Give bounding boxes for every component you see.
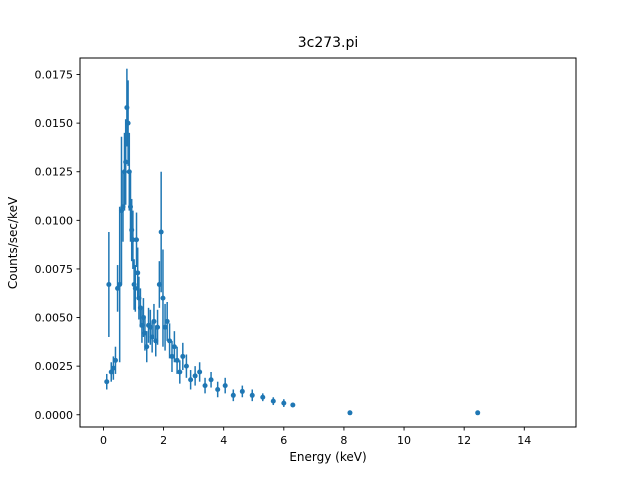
data-point <box>167 338 173 344</box>
x-axis-label: Energy (keV) <box>289 450 366 464</box>
x-tick-label: 4 <box>220 434 227 447</box>
data-point <box>202 383 208 389</box>
data-point <box>208 377 214 383</box>
y-tick-label: 0.0075 <box>35 263 74 276</box>
data-point <box>126 169 132 175</box>
x-tick-label: 12 <box>457 434 471 447</box>
data-point <box>149 334 155 340</box>
data-point <box>155 324 161 330</box>
data-point <box>108 369 114 375</box>
data-point <box>249 392 255 398</box>
x-tick-label: 2 <box>160 434 167 447</box>
data-point <box>128 204 134 210</box>
data-point <box>129 227 135 233</box>
x-tick-label: 8 <box>340 434 347 447</box>
data-point <box>131 281 137 287</box>
data-point <box>121 169 127 175</box>
data-point <box>158 229 164 235</box>
data-point <box>160 295 166 301</box>
data-point <box>475 410 481 416</box>
data-point <box>144 344 150 350</box>
data-point <box>174 357 180 363</box>
data-point <box>104 379 110 385</box>
data-point <box>270 398 276 404</box>
data-point <box>132 285 138 291</box>
data-point <box>260 394 266 400</box>
y-tick-label: 0.0050 <box>35 312 74 325</box>
data-point <box>130 237 136 243</box>
data-point <box>134 237 140 243</box>
data-point <box>180 353 186 359</box>
axes-background <box>80 58 576 427</box>
data-point <box>192 373 198 379</box>
data-point <box>137 305 143 311</box>
data-point <box>171 344 177 350</box>
data-point <box>290 402 296 408</box>
y-tick-label: 0.0000 <box>35 409 74 422</box>
data-point <box>153 338 159 344</box>
x-tick-label: 6 <box>280 434 287 447</box>
data-point <box>112 357 118 363</box>
data-point <box>183 363 189 369</box>
data-point <box>147 324 153 330</box>
x-tick-label: 14 <box>517 434 531 447</box>
data-point <box>123 159 129 165</box>
data-point <box>222 383 228 389</box>
y-tick-label: 0.0125 <box>35 166 74 179</box>
data-point <box>115 285 121 291</box>
data-point <box>125 120 131 126</box>
data-point <box>117 281 123 287</box>
y-tick-label: 0.0025 <box>35 360 74 373</box>
data-point <box>151 318 157 324</box>
data-point <box>156 281 162 287</box>
data-point <box>142 330 148 336</box>
data-point <box>136 295 142 301</box>
data-point <box>281 400 287 406</box>
axes-frame <box>79 57 577 428</box>
data-point <box>239 388 245 394</box>
data-point <box>140 315 146 321</box>
x-tick-label: 10 <box>397 434 411 447</box>
x-tick-label: 0 <box>100 434 107 447</box>
data-point <box>169 353 175 359</box>
data-point <box>110 365 116 371</box>
y-axis-label: Counts/sec/keV <box>6 196 20 289</box>
data-point <box>124 105 130 111</box>
chart-title: 3c273.pi <box>298 35 359 51</box>
data-point <box>188 377 194 383</box>
y-tick-label: 0.0150 <box>35 117 74 130</box>
data-point <box>106 281 112 287</box>
data-point <box>215 386 221 392</box>
data-point <box>164 318 170 324</box>
data-point <box>177 369 183 375</box>
data-point <box>197 369 203 375</box>
y-tick-label: 0.0175 <box>35 69 74 82</box>
data-point <box>230 392 236 398</box>
data-point <box>135 270 141 276</box>
data-point <box>118 208 124 214</box>
data-point <box>347 410 353 416</box>
data-point <box>120 204 126 210</box>
data-point <box>162 324 168 330</box>
data-point <box>139 322 145 328</box>
y-tick-label: 0.0100 <box>35 214 74 227</box>
plot-generated-layer: 0 2 4 6 8 10 12 14 0.0000 0.0025 0.0050 0.0075 0.010… <box>35 57 577 447</box>
